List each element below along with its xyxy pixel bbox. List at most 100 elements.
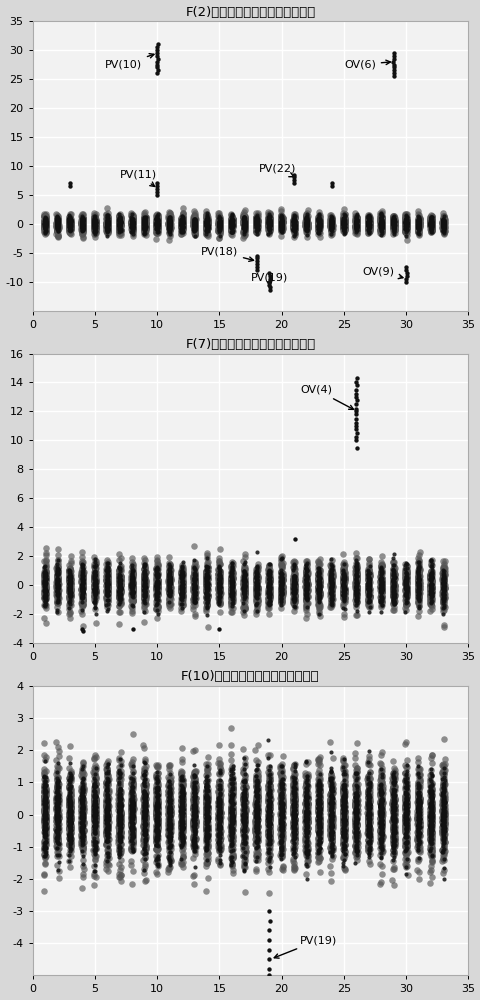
Point [252,815,260,831]
Point [204,588,211,604]
Point [152,807,160,823]
Point [439,799,447,815]
Point [351,220,359,236]
Point [115,217,123,233]
Point [166,782,174,798]
Point [326,814,334,830]
Point [401,221,409,237]
Point [103,569,111,585]
Point [301,208,309,224]
Point [127,215,135,231]
Point [128,804,136,820]
Point [328,581,336,597]
Point [166,220,173,236]
Point [141,810,149,826]
Point [289,587,297,603]
Point [117,791,124,807]
Point [265,213,273,229]
Point [79,568,86,584]
Point [276,577,284,593]
Point [375,787,383,803]
Point [104,798,112,814]
Point [427,584,435,600]
Point [376,588,384,604]
Point [338,216,346,232]
Point [214,824,222,840]
Point [240,838,248,854]
Point [227,836,235,852]
Point [139,825,147,841]
Point [191,798,198,814]
Point [439,778,447,794]
Point [166,584,173,600]
Point [140,810,148,826]
Point [277,802,285,818]
Point [290,220,298,236]
Point [352,218,360,234]
Point [377,215,384,231]
Point [266,827,274,843]
Point [215,570,222,586]
Point [264,575,272,591]
Point [78,589,86,605]
Point [117,817,124,833]
Point [376,808,384,824]
Point [439,572,447,588]
Point [290,215,298,231]
Point [326,831,334,847]
Point [42,777,49,793]
Point [115,212,123,228]
Point [154,599,161,615]
Point [104,220,112,236]
Point [339,584,347,600]
Point [352,218,360,234]
Point [313,792,321,808]
Point [314,215,322,231]
Point [438,567,446,583]
Point [264,823,272,839]
Point [165,757,172,773]
Point [226,737,234,753]
Point [351,219,359,235]
Point [327,830,335,846]
Point [103,581,110,597]
Point [191,833,198,849]
Point [92,807,99,823]
Point [439,219,447,235]
Point [327,221,335,237]
Point [103,213,111,229]
Point [203,803,210,819]
Point [289,775,297,791]
Point [228,786,236,802]
Point [78,812,86,828]
Point [303,778,311,794]
Point [240,810,248,826]
Point [41,216,48,232]
Point [389,212,397,228]
Point [339,567,347,583]
Point [153,215,161,231]
Point [53,214,60,230]
Point [66,218,73,234]
Point [240,208,248,224]
Point [328,799,336,815]
Point [152,215,160,231]
Point [364,782,372,798]
Point [166,826,173,842]
Point [377,215,385,231]
Point [301,564,309,580]
Point [240,219,248,235]
Point [128,219,136,235]
Point [227,827,235,843]
Point [165,798,173,814]
Point [389,216,397,232]
Point [264,583,272,599]
Point [166,218,174,234]
Point [178,596,186,612]
Point [240,785,248,801]
Point [313,804,321,820]
Point [277,569,285,585]
Point [104,833,111,849]
Point [326,566,334,582]
Point [153,798,161,814]
